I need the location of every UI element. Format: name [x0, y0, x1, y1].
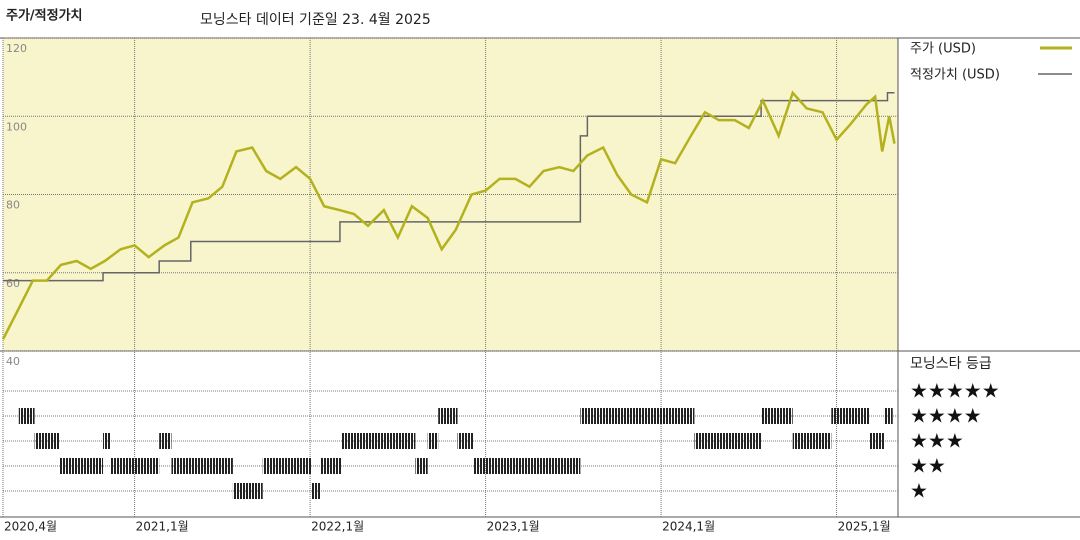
rating-bar: [580, 408, 695, 424]
rating-bar: [761, 408, 793, 424]
rating-bar: [694, 433, 762, 449]
rating-bar: [341, 433, 416, 449]
y-tick-label: 80: [6, 199, 20, 212]
rating-bar: [869, 433, 884, 449]
rating-bar: [34, 433, 60, 449]
rating-bar: [473, 458, 581, 474]
rating-bar: [311, 483, 321, 499]
rating-bar: [427, 433, 439, 449]
y-tick-label: 40: [6, 355, 20, 368]
rating-bar: [159, 433, 172, 449]
rating-bar: [59, 458, 104, 474]
rating-bar: [831, 408, 870, 424]
rating-bar: [438, 408, 458, 424]
rating-bar: [415, 458, 428, 474]
rating-bar: [457, 433, 474, 449]
series-line: [1, 90, 896, 340]
rating-bar: [171, 458, 233, 474]
legend-label: 적정가치 (USD): [910, 68, 1000, 83]
star-label: ★★: [910, 454, 946, 478]
rating-bar: [103, 433, 111, 449]
x-tick-label: 2025,1월: [838, 520, 891, 534]
price-panel: [3, 38, 898, 351]
star-label: ★: [910, 479, 928, 503]
star-label: ★★★★★: [910, 379, 1000, 403]
rating-bar: [18, 408, 35, 424]
x-tick-label: 2022,1월: [311, 520, 364, 534]
chart-subtitle: 모닝스타 데이터 기준일 23. 4월 2025: [200, 12, 431, 28]
x-tick-label: 2021,1월: [136, 520, 189, 534]
legend-label: 주가 (USD): [910, 42, 976, 57]
rating-title: 모닝스타 등급: [910, 356, 992, 372]
rating-bar: [232, 483, 263, 499]
rating-bar: [883, 408, 893, 424]
y-tick-label: 60: [6, 277, 20, 290]
star-label: ★★★★: [910, 404, 982, 428]
x-tick-label: 2020,4월: [4, 520, 57, 534]
rating-bar: [262, 458, 312, 474]
x-tick-label: 2024,1월: [662, 520, 715, 534]
star-label: ★★★: [910, 429, 964, 453]
x-tick-label: 2023,1월: [487, 520, 540, 534]
y-tick-label: 100: [6, 120, 27, 133]
rating-bar: [110, 458, 160, 474]
rating-bar: [320, 458, 342, 474]
chart-title: 주가/적정가치: [6, 8, 83, 24]
y-tick-label: 120: [6, 42, 27, 55]
rating-bar: [792, 433, 832, 449]
